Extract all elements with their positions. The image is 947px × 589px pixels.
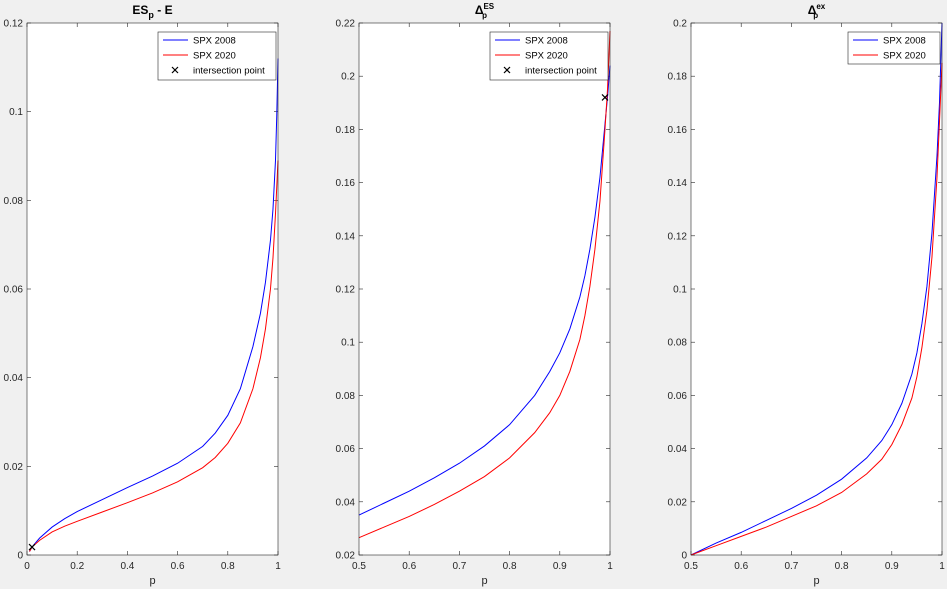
x-tick-label: 0.2 xyxy=(70,561,84,572)
legend-label: intersection point xyxy=(525,66,597,77)
intersection-marker xyxy=(28,543,36,551)
legend: SPX 2008 SPX 2020 intersection point xyxy=(489,31,609,81)
x-tick-label: 0 xyxy=(24,561,30,572)
legend-label: SPX 2020 xyxy=(193,51,236,62)
y-tick-label: 0.1 xyxy=(9,107,23,118)
plot-area xyxy=(27,23,278,555)
x-tick-label: 0.7 xyxy=(784,561,798,572)
legend-label: SPX 2008 xyxy=(883,36,926,47)
x-tick-label: 0.8 xyxy=(835,561,849,572)
x-tick-label: 0.6 xyxy=(171,561,185,572)
axes-frame xyxy=(26,22,279,556)
x-tick-label: 0.9 xyxy=(885,561,899,572)
series-line-spx-2020 xyxy=(358,30,611,539)
chart-panel-2: 0.5 0.6 0.7 0.8 0.9 1 0.02 0.04 0.06 0.08 0.1 0.12 0… xyxy=(336,2,614,587)
x-tick-label: 0.7 xyxy=(452,561,466,572)
legend-marker xyxy=(503,66,511,74)
series-line-spx-2008 xyxy=(29,58,279,552)
legend: SPX 2008 SPX 2020 intersection point xyxy=(157,31,277,81)
y-tick-label: 0.2 xyxy=(673,19,687,30)
x-tick-label: 0.5 xyxy=(352,561,366,572)
intersection-marker xyxy=(601,94,609,101)
y-tick-label: 0.02 xyxy=(4,462,24,473)
x-axis-label: p xyxy=(813,575,819,587)
y-tick-label: 0.12 xyxy=(336,285,356,296)
y-tick-label: 0.2 xyxy=(341,72,355,83)
y-tick-label: 0.22 xyxy=(336,19,356,30)
title-tail: - E xyxy=(154,3,173,17)
legend-marker xyxy=(171,66,179,74)
legend-label: SPX 2008 xyxy=(193,36,236,47)
y-tick-label: 0.04 xyxy=(4,373,24,384)
y-tick-label: 0.06 xyxy=(336,444,356,455)
x-tick-label: 0.8 xyxy=(503,561,517,572)
title-superscript: ex xyxy=(816,2,825,11)
x-tick-label: 1 xyxy=(607,561,613,572)
legend-label: intersection point xyxy=(193,66,265,77)
axes-frame xyxy=(358,22,611,556)
title-subscript: p xyxy=(148,10,154,20)
legend: SPX 2008 SPX 2020 xyxy=(847,31,941,65)
title-main: Δ xyxy=(808,3,817,17)
chart-panel-3: 0.5 0.6 0.7 0.8 0.9 1 0 0.02 0.04 0.06 0.08 0.1 0.12… xyxy=(668,2,946,587)
y-tick-label: 0.04 xyxy=(336,497,356,508)
legend-label: SPX 2008 xyxy=(525,36,568,47)
title-main: Δ xyxy=(475,3,484,17)
y-tick-label: 0 xyxy=(17,551,23,562)
y-tick-label: 0.12 xyxy=(668,231,688,242)
x-tick-label: 1 xyxy=(275,561,281,572)
x-axis-label: p xyxy=(481,575,487,587)
y-tick-label: 0.12 xyxy=(4,19,24,30)
series-line-spx-2020 xyxy=(29,160,279,552)
title-superscript: ES xyxy=(483,2,494,11)
title-subscript: p xyxy=(813,11,818,20)
title-main: ES xyxy=(132,3,148,17)
legend-box xyxy=(847,31,941,65)
x-tick-label: 0.5 xyxy=(684,561,698,572)
y-tick-label: 0.18 xyxy=(668,72,688,83)
plot-area xyxy=(691,23,942,555)
y-tick-label: 0.02 xyxy=(668,497,688,508)
legend-label: SPX 2020 xyxy=(525,51,568,62)
series-line-spx-2020 xyxy=(690,62,943,556)
series-line-spx-2008 xyxy=(690,22,943,556)
y-tick-label: 0.16 xyxy=(336,178,356,189)
plot-area xyxy=(359,23,610,555)
y-tick-label: 0.1 xyxy=(341,338,355,349)
y-tick-label: 0.16 xyxy=(668,125,688,136)
x-tick-label: 1 xyxy=(939,561,945,572)
chart-title: Δex p xyxy=(808,2,826,20)
x-axis-label: p xyxy=(149,575,155,587)
legend-label: SPX 2020 xyxy=(883,51,926,62)
y-tick-label: 0 xyxy=(681,551,687,562)
x-tick-label: 0.9 xyxy=(553,561,567,572)
x-tick-label: 0.6 xyxy=(402,561,416,572)
y-tick-label: 0.06 xyxy=(668,391,688,402)
x-tick-label: 0.8 xyxy=(221,561,235,572)
y-tick-label: 0.08 xyxy=(668,338,688,349)
chart-title: ΔES p xyxy=(475,2,495,20)
y-tick-label: 0.04 xyxy=(668,444,688,455)
y-tick-label: 0.08 xyxy=(336,391,356,402)
y-tick-label: 0.14 xyxy=(668,178,688,189)
y-tick-label: 0.14 xyxy=(336,231,356,242)
chart-panel-1: 0 0.2 0.4 0.6 0.8 100.020.040.060.080.10.12pE… xyxy=(4,3,282,587)
series-line-spx-2008 xyxy=(358,65,611,516)
axes-frame xyxy=(690,22,943,556)
x-tick-label: 0.6 xyxy=(734,561,748,572)
title-subscript: p xyxy=(482,11,487,20)
y-tick-label: 0.1 xyxy=(673,285,687,296)
chart-title: ESp - E xyxy=(132,3,172,20)
y-tick-label: 0.02 xyxy=(336,551,356,562)
y-tick-label: 0.18 xyxy=(336,125,356,136)
x-tick-label: 0.4 xyxy=(120,561,134,572)
y-tick-label: 0.08 xyxy=(4,196,24,207)
y-tick-label: 0.06 xyxy=(4,285,24,296)
